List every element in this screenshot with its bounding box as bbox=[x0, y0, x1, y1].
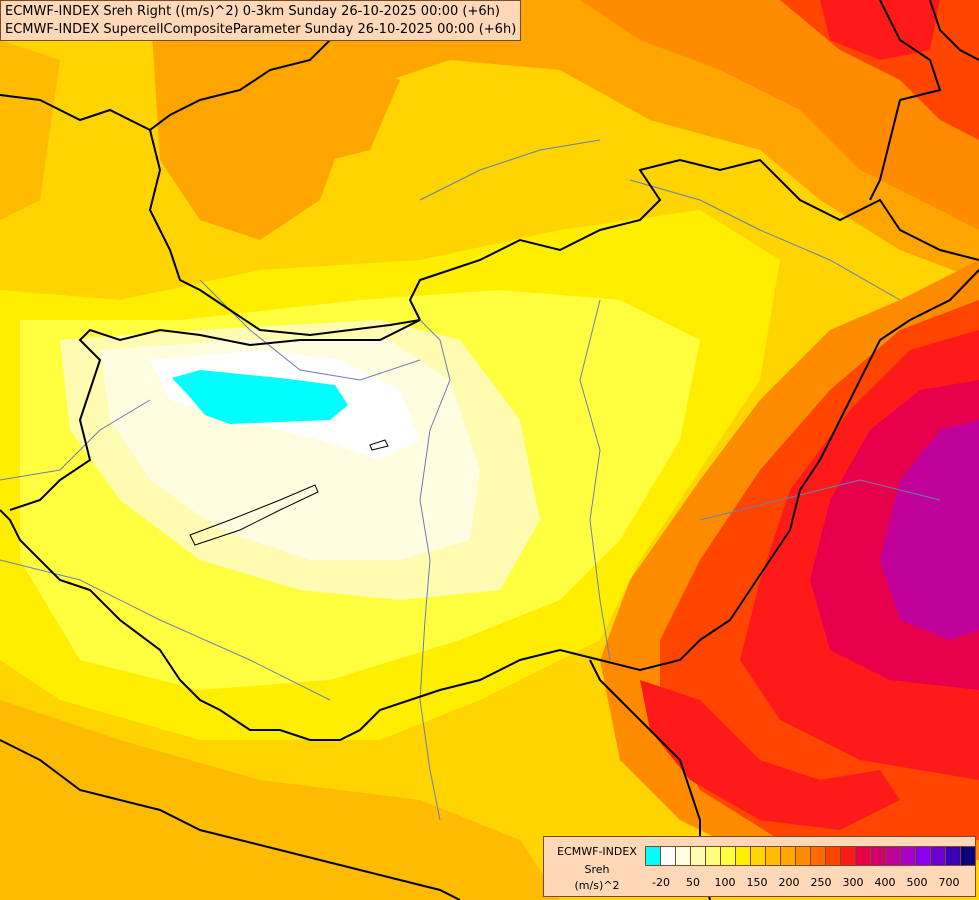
field-orange-west bbox=[0, 40, 60, 220]
legend-unit: (m/s)^2 bbox=[574, 879, 620, 892]
legend-swatch bbox=[765, 846, 781, 866]
legend-swatch bbox=[840, 846, 856, 866]
legend-swatch bbox=[660, 846, 676, 866]
legend-swatch bbox=[780, 846, 796, 866]
field-orange-sw bbox=[0, 700, 560, 900]
legend-tick-label: 700 bbox=[938, 876, 960, 889]
legend-tick-label: 150 bbox=[746, 876, 768, 889]
legend-tick-label: 300 bbox=[842, 876, 864, 889]
legend-swatch bbox=[855, 846, 871, 866]
field-purple-east bbox=[880, 420, 979, 640]
legend-color-scale bbox=[645, 846, 976, 866]
legend-tick-label: 400 bbox=[874, 876, 896, 889]
field-orange-nw bbox=[260, 60, 400, 160]
legend-swatch bbox=[825, 846, 841, 866]
title-line-2: ECMWF-INDEX SupercellCompositeParameter … bbox=[5, 22, 517, 37]
field-crimson-northeast bbox=[820, 0, 940, 60]
legend-swatch bbox=[960, 846, 976, 866]
legend-tick-label: 500 bbox=[906, 876, 928, 889]
legend-swatch bbox=[930, 846, 946, 866]
field-cyan bbox=[172, 370, 348, 424]
legend-swatch bbox=[705, 846, 721, 866]
legend-swatch bbox=[900, 846, 916, 866]
legend-swatch bbox=[810, 846, 826, 866]
title-line-1: ECMWF-INDEX Sreh Right ((m/s)^2) 0-3km S… bbox=[5, 4, 500, 19]
legend-tick-label: 100 bbox=[714, 876, 736, 889]
legend: ECMWF-INDEX Sreh (m/s)^2 -20 50 100 150 200 2… bbox=[543, 836, 976, 897]
legend-swatch bbox=[720, 846, 736, 866]
legend-variable: Sreh bbox=[584, 863, 610, 876]
legend-swatch bbox=[945, 846, 961, 866]
legend-swatch bbox=[690, 846, 706, 866]
legend-tick-label: 50 bbox=[686, 876, 700, 889]
legend-swatch bbox=[795, 846, 811, 866]
title-box: ECMWF-INDEX Sreh Right ((m/s)^2) 0-3km S… bbox=[0, 0, 521, 41]
legend-tick-label: -20 bbox=[652, 876, 670, 889]
legend-swatch bbox=[645, 846, 661, 866]
legend-model: ECMWF-INDEX bbox=[557, 845, 637, 858]
legend-tick-label: 250 bbox=[810, 876, 832, 889]
legend-swatch bbox=[750, 846, 766, 866]
legend-tick-label: 200 bbox=[778, 876, 800, 889]
legend-swatch bbox=[885, 846, 901, 866]
legend-swatch bbox=[735, 846, 751, 866]
field-red-south bbox=[640, 680, 900, 830]
lake-small bbox=[369, 439, 389, 451]
legend-swatch bbox=[915, 846, 931, 866]
legend-swatch bbox=[675, 846, 691, 866]
lake-outline bbox=[189, 484, 319, 546]
legend-swatch bbox=[870, 846, 886, 866]
